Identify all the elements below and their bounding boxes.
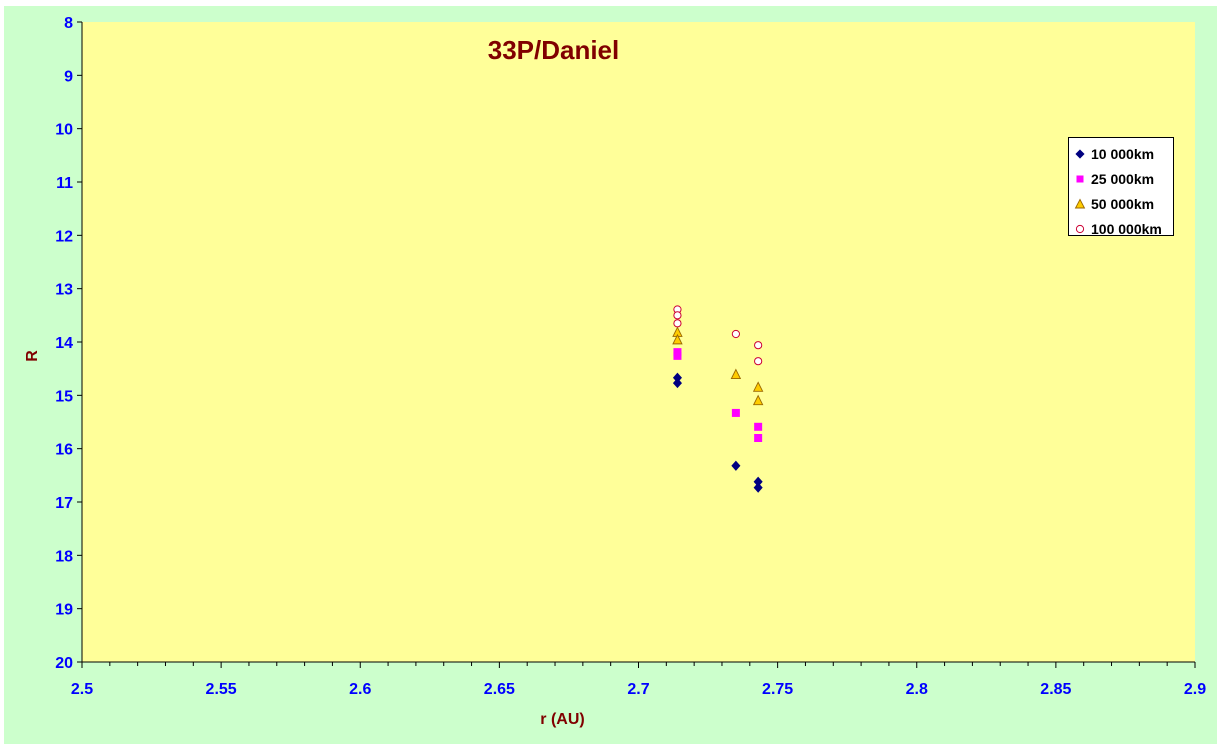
- y-tick-label: 15: [55, 388, 73, 405]
- data-point-square: [754, 434, 763, 442]
- plot-area: [82, 22, 1195, 662]
- y-tick-label: 20: [55, 655, 73, 672]
- x-tick-label: 2.5: [71, 681, 93, 698]
- data-point-circle: [754, 341, 763, 350]
- triangle-marker-icon: [1074, 198, 1086, 208]
- data-point-diamond: [731, 460, 741, 471]
- y-tick-label: 13: [55, 282, 73, 299]
- y-tick-label: 12: [55, 228, 73, 245]
- data-point-square: [754, 422, 763, 431]
- x-tick-label: 2.55: [206, 681, 237, 698]
- legend: 10 000km 25 000km 50 000km 100 000km: [1068, 137, 1174, 237]
- square-marker-icon: [1076, 175, 1084, 182]
- y-tick-label: 17: [55, 495, 73, 512]
- y-tick-label: 9: [64, 68, 73, 85]
- x-tick-label: 2.85: [1040, 681, 1071, 698]
- y-tick-label: 18: [55, 548, 73, 565]
- x-tick-label: 2.9: [1184, 681, 1206, 698]
- legend-item: 25 000km: [1073, 166, 1173, 191]
- data-point-triangle: [730, 368, 742, 379]
- data-point-circle: [731, 329, 740, 339]
- data-point-triangle: [672, 333, 683, 345]
- data-point-circle: [673, 311, 682, 320]
- data-point-square: [673, 351, 682, 360]
- circle-marker-icon: [1075, 224, 1085, 233]
- x-tick-label: 2.75: [762, 681, 793, 698]
- x-tick-label: 2.8: [906, 681, 928, 698]
- data-point-diamond: [753, 482, 763, 493]
- x-tick-label: 2.7: [627, 681, 649, 698]
- y-tick-label: 11: [56, 175, 73, 192]
- y-tick-label: 14: [55, 335, 73, 352]
- data-point-triangle: [752, 394, 764, 406]
- y-tick-label: 16: [55, 442, 73, 459]
- y-tick-label: 10: [55, 122, 73, 139]
- legend-label: 100 000km: [1091, 220, 1162, 237]
- y-tick-label: 8: [64, 15, 73, 32]
- legend-item: 100 000km: [1073, 216, 1173, 241]
- chart-area: 33P/Daniel r (AU) R 8 9 10 11 12 13 14 15 16 17 18…: [4, 6, 1217, 744]
- scatter-chart: 33P/Daniel r (AU) R 8 9 10 11 12 13 14 15 16 17 18…: [24, 15, 1206, 728]
- legend-item: 50 000km: [1073, 191, 1173, 216]
- y-tick-label: 19: [55, 602, 73, 619]
- data-point-triangle: [752, 381, 764, 392]
- data-point-circle: [754, 357, 763, 366]
- x-axis-label: r (AU): [540, 711, 584, 728]
- data-point-circle: [673, 319, 682, 328]
- x-tick-label: 2.65: [484, 681, 515, 698]
- legend-item: 10 000km: [1073, 141, 1173, 166]
- diamond-marker-icon: [1075, 148, 1085, 159]
- data-points: [672, 305, 764, 493]
- legend-label: 25 000km: [1091, 170, 1155, 187]
- chart-title: 33P/Daniel: [488, 35, 620, 65]
- y-axis-label: R: [24, 350, 41, 362]
- data-point-diamond: [672, 377, 682, 389]
- axes: 8 9 10 11 12 13 14 15 16 17 18 19 20 2.5 2.55 2.6 2.65 2.…: [55, 15, 1206, 698]
- x-tick-label: 2.6: [349, 681, 371, 698]
- data-point-square: [731, 408, 740, 417]
- legend-label: 10 000km: [1091, 145, 1155, 162]
- legend-label: 50 000km: [1091, 195, 1155, 212]
